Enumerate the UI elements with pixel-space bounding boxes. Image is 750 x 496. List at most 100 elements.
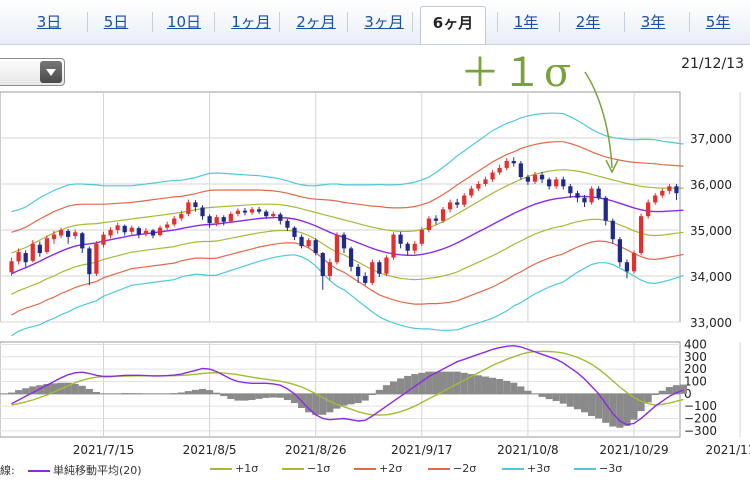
candle-body: [221, 217, 226, 222]
macd-histogram-bar: [474, 375, 482, 394]
macd-histogram-bar: [248, 393, 256, 400]
macd-histogram-bar: [503, 380, 511, 394]
candle-body: [30, 243, 35, 261]
minus-2-sigma-line: [11, 240, 684, 316]
chevron-down-icon[interactable]: [40, 61, 62, 83]
macd-histogram-bar: [552, 393, 560, 401]
legend-label: +1σ: [235, 462, 259, 475]
x-tick-label: 2021/10/29: [599, 443, 668, 457]
tab-3[interactable]: 1ヶ月: [231, 13, 271, 31]
tab-1[interactable]: 5日: [103, 13, 129, 31]
tab-7[interactable]: 1年: [513, 13, 539, 31]
candle-body: [256, 209, 262, 212]
tab-4[interactable]: 2ヶ月: [296, 13, 336, 31]
macd-histogram-bar: [305, 393, 313, 413]
legend-swatch: [502, 468, 524, 470]
candle-body: [348, 248, 354, 267]
legend-item: −3σ: [574, 462, 622, 475]
macd-histogram-bar: [191, 389, 199, 394]
macd-histogram-bar: [580, 393, 589, 413]
candle-body: [674, 186, 679, 194]
candle-body: [433, 218, 439, 221]
macd-histogram-bar: [510, 382, 518, 394]
tab-separator: [412, 12, 413, 32]
candle-body: [440, 209, 446, 221]
macd-histogram-bar: [340, 393, 348, 406]
candle-body: [631, 253, 637, 272]
x-tick-label: 2021/8/5: [183, 443, 237, 457]
macd-histogram-bar: [361, 393, 369, 401]
macd-histogram-bar: [206, 390, 214, 394]
candle-body: [377, 262, 382, 274]
macd-histogram-bar: [566, 393, 574, 407]
tab-9[interactable]: 3年: [640, 13, 666, 31]
plus-one-sigma-annotation: ＋１σ: [460, 50, 574, 96]
macd-histogram-bar: [290, 393, 299, 404]
tab-6[interactable]: 6ヶ月: [420, 6, 486, 44]
candle-body: [341, 234, 347, 249]
macd-histogram-bar: [8, 392, 16, 394]
candle-body: [575, 193, 580, 198]
candle-body: [334, 234, 340, 263]
tab-separator: [152, 12, 153, 32]
macd-histogram-bar: [92, 391, 100, 394]
candle-body: [667, 186, 672, 191]
macd-y-tick-label: −200: [684, 411, 717, 425]
tab-10[interactable]: 5年: [705, 13, 731, 31]
candle-body: [285, 220, 290, 228]
macd-histogram-bar: [354, 393, 362, 404]
candle-body: [278, 214, 283, 221]
candle-body: [462, 195, 467, 205]
x-tick-label: 2021/10/8: [497, 443, 559, 457]
macd-histogram-bar: [672, 385, 680, 394]
annotation-arrow-head: [605, 159, 619, 174]
candle-body: [617, 239, 622, 263]
macd-histogram-bar: [397, 378, 405, 394]
candle-body: [80, 233, 85, 249]
candle-body: [207, 216, 212, 224]
macd-histogram-bar: [319, 393, 327, 415]
tab-0[interactable]: 3日: [36, 13, 62, 31]
candle-body: [172, 218, 177, 225]
candle-body: [136, 228, 141, 235]
candle-body: [398, 234, 403, 244]
candle-body: [532, 174, 538, 182]
candle-body: [58, 230, 64, 236]
macd-histogram-bar: [347, 393, 355, 405]
x-tick-label: 2021/11/19: [706, 443, 750, 457]
macd-plot-frame: [0, 341, 681, 438]
candle-body: [165, 224, 170, 228]
macd-histogram-bar: [616, 393, 624, 428]
candle-body: [624, 262, 630, 272]
indicator-dropdown[interactable]: [0, 58, 65, 86]
candle-body: [235, 210, 241, 214]
candle-body: [455, 202, 460, 205]
tab-2[interactable]: 10日: [166, 13, 202, 31]
macd-histogram-bar: [198, 388, 207, 394]
macd-histogram-bar: [446, 371, 454, 394]
candle-body: [143, 230, 149, 235]
x-tick-label: 2021/8/26: [285, 443, 347, 457]
candle-body: [200, 207, 205, 217]
candle-body: [405, 243, 410, 251]
macd-histogram-bar: [489, 377, 497, 394]
macd-y-tick-label: 100: [684, 374, 707, 388]
legend-label: −3σ: [599, 462, 623, 475]
macd-y-tick-label: 0: [684, 387, 692, 401]
macd-line: [11, 344, 684, 426]
candle-body: [264, 211, 269, 217]
tab-separator: [689, 12, 690, 32]
macd-histogram-bar: [665, 387, 673, 394]
macd-histogram-bar: [496, 379, 504, 394]
tab-8[interactable]: 2年: [575, 13, 601, 31]
candle-body: [306, 240, 311, 247]
candle-body: [511, 161, 516, 164]
candle-body: [596, 188, 601, 198]
candle-body: [122, 225, 127, 233]
macd-y-tick-label: 200: [684, 362, 707, 376]
tab-5[interactable]: 3ヶ月: [364, 13, 404, 31]
plus-1-sigma-line: [11, 169, 684, 254]
candle-body: [129, 227, 134, 232]
candle-body: [193, 202, 198, 207]
macd-histogram-bar: [333, 393, 341, 409]
